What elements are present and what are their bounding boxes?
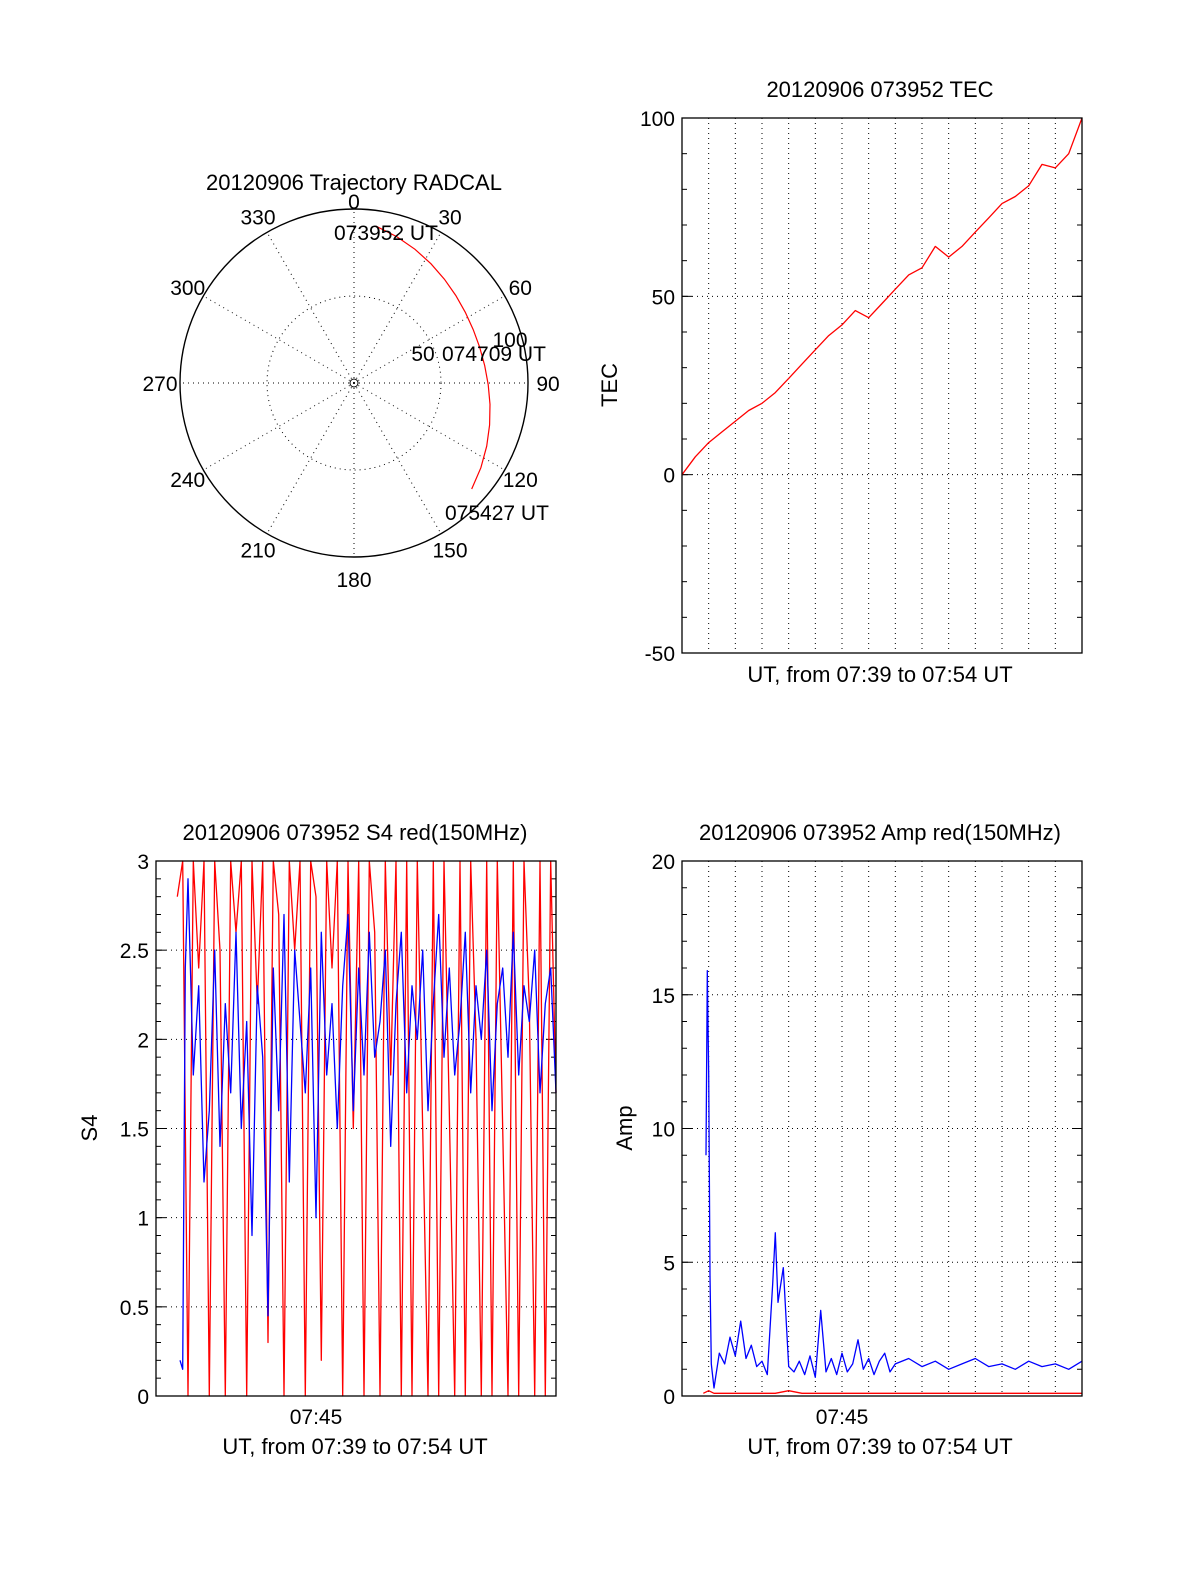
amp-plot-frame [681, 860, 1083, 1397]
s4-series-0 [176, 860, 557, 1397]
polar-angle-label: 210 [240, 539, 275, 562]
tec-ytick-label: 50 [652, 286, 675, 309]
polar-trajectory-panel: 20120906 Trajectory RADCAL 0 30 60 90 120 150… [142, 170, 559, 592]
polar-angle-label: 180 [336, 569, 371, 592]
tec-title: 20120906 073952 TEC [766, 77, 993, 102]
s4-panel: 20120906 073952 S4 red(150MHz) UT, from … [77, 820, 557, 1459]
tec-ytick-label: -50 [645, 643, 675, 666]
polar-angle-label: 60 [509, 277, 532, 300]
s4-ytick-label: 0.5 [120, 1297, 149, 1320]
polar-angle-label: 150 [432, 539, 467, 562]
tec-ytick-label: 0 [663, 465, 675, 488]
s4-ylabel: S4 [77, 1115, 102, 1142]
polar-time-annotation: 075427 UT [445, 502, 549, 525]
polar-time-annotation: 074709 UT [442, 343, 546, 366]
s4-ytick-label: 0 [137, 1386, 149, 1409]
tec-plot-frame [681, 117, 1083, 654]
s4-ytick-label: 1.5 [120, 1119, 149, 1142]
polar-spoke [353, 295, 505, 384]
amp-ytick-label: 5 [663, 1252, 675, 1275]
tec-xlabel: UT, from 07:39 to 07:54 UT [747, 662, 1012, 687]
polar-time-annotation: 073952 UT [334, 222, 438, 245]
amp-title: 20120906 073952 Amp red(150MHz) [699, 820, 1061, 845]
tec-ylabel: TEC [597, 363, 622, 407]
amp-ytick-label: 15 [652, 985, 675, 1008]
polar-angle-label: 30 [438, 207, 461, 230]
s4-ytick-label: 3 [137, 851, 149, 874]
polar-spoke [353, 232, 442, 384]
amp-series-0 [703, 1390, 1082, 1394]
s4-ytick-label: 2.5 [120, 940, 149, 963]
polar-angle-label: 0 [348, 191, 360, 214]
polar-spoke [203, 382, 355, 471]
polar-angle-label: 300 [170, 277, 205, 300]
s4-ytick-label: 1 [137, 1208, 149, 1231]
amp-ylabel: Amp [612, 1105, 637, 1150]
amp-xtick-label: 07:45 [816, 1406, 869, 1429]
s4-xlabel: UT, from 07:39 to 07:54 UT [222, 1434, 487, 1459]
polar-spoke [203, 295, 355, 384]
polar-angle-label: 240 [170, 469, 205, 492]
polar-spoke [266, 232, 355, 384]
amp-ytick-label: 0 [663, 1386, 675, 1409]
polar-outer-circle [179, 208, 529, 558]
polar-angle-label: 90 [536, 373, 559, 396]
s4-title: 20120906 073952 S4 red(150MHz) [183, 820, 528, 845]
s4-xtick-label: 07:45 [290, 1406, 343, 1429]
amp-xlabel: UT, from 07:39 to 07:54 UT [747, 1434, 1012, 1459]
polar-spoke [266, 382, 355, 534]
polar-angle-label: 330 [240, 207, 275, 230]
tec-panel: 20120906 073952 TEC UT, from 07:39 to 07… [597, 77, 1083, 687]
tec-series-0 [681, 117, 1083, 476]
polar-radial-label: 50 [411, 343, 434, 366]
polar-inner-ring [266, 295, 442, 471]
polar-angle-label: 120 [503, 469, 538, 492]
s4-plot-frame [155, 860, 557, 1397]
tec-ytick-label: 100 [640, 108, 675, 131]
amp-panel: 20120906 073952 Amp red(150MHz) UT, from… [612, 820, 1083, 1459]
amp-ytick-label: 20 [652, 851, 675, 874]
amp-series-1 [705, 970, 1083, 1389]
s4-series-1 [179, 878, 557, 1370]
polar-spoke [353, 382, 442, 534]
polar-angle-label: 270 [142, 373, 177, 396]
polar-center-mark [349, 378, 359, 388]
polar-radial-label: 100 [492, 329, 527, 352]
polar-spoke [353, 382, 505, 471]
amp-ytick-label: 10 [652, 1119, 675, 1142]
polar-title: 20120906 Trajectory RADCAL [206, 170, 502, 195]
s4-ytick-label: 2 [137, 1029, 149, 1052]
polar-trajectory-line [375, 225, 491, 490]
